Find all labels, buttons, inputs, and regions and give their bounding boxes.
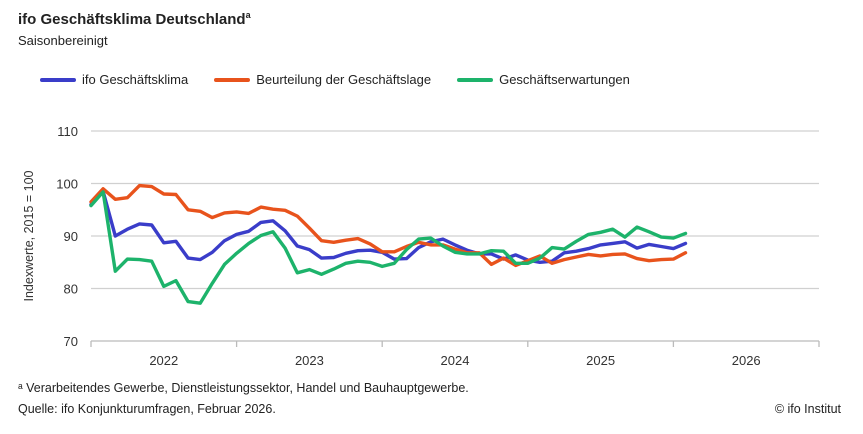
y-tick-label: 100 (56, 177, 78, 192)
x-tick-label: 2026 (732, 353, 761, 368)
chart-subtitle: Saisonbereinigt (18, 33, 108, 48)
x-tick-label: 2023 (295, 353, 324, 368)
y-tick-label: 70 (64, 334, 78, 349)
x-tick-label: 2024 (441, 353, 470, 368)
x-tick-label: 2022 (149, 353, 178, 368)
legend-swatch (457, 77, 494, 82)
legend: ifo Geschäftsklima Beurteilung der Gesch… (40, 72, 656, 87)
y-tick-label: 110 (57, 124, 78, 139)
y-tick-label: 80 (64, 282, 78, 297)
title-text: ifo Geschäftsklima Deutschland (18, 11, 246, 28)
legend-item: Beurteilung der Geschäftslage (214, 72, 431, 87)
legend-swatch (214, 77, 251, 82)
copyright: © ifo Institut (774, 402, 841, 416)
series-line-geschäftserwartungen (89, 190, 688, 305)
legend-item: Geschäftserwartungen (457, 72, 630, 87)
x-tick-label: 2025 (586, 353, 615, 368)
legend-swatch (40, 77, 76, 82)
legend-label: Beurteilung der Geschäftslage (256, 72, 432, 87)
chart-title: ifo Geschäftsklima Deutschlanda (18, 10, 251, 28)
title-footnote-marker: a (245, 10, 251, 20)
source-note: Quelle: ifo Konjunkturumfragen, Februar … (18, 402, 276, 416)
y-axis-label: Indexwerte, 2015 = 100 (22, 170, 36, 301)
legend-label: ifo Geschäftsklima (82, 72, 189, 87)
legend-item: ifo Geschäftsklima (40, 72, 188, 87)
y-tick-label: 90 (64, 229, 78, 244)
series-line-ifo-geschäftsklima (89, 189, 688, 264)
series-line-beurteilung-der-geschäftslage (89, 183, 688, 268)
legend-label: Geschäftserwartungen (499, 72, 630, 87)
footnote: ᵃ Verarbeitendes Gewerbe, Dienstleistung… (18, 381, 469, 395)
